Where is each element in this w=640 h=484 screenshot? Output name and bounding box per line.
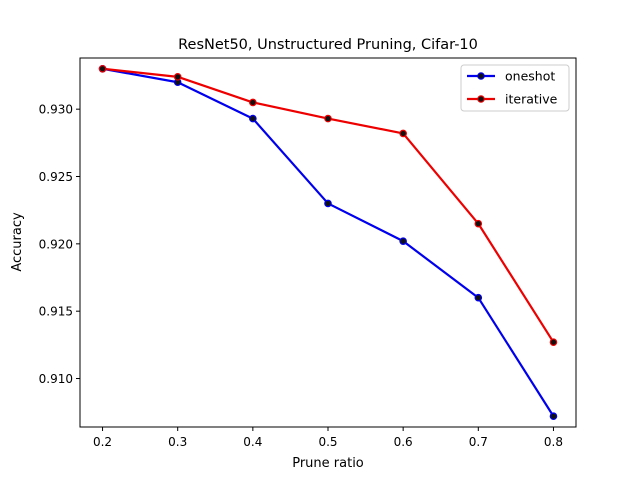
y-tick-label: 0.930 xyxy=(39,103,73,117)
legend: oneshot iterative xyxy=(460,64,570,112)
series-layer xyxy=(98,64,558,421)
data-point-iterative xyxy=(324,114,332,123)
data-point-oneshot xyxy=(549,412,558,421)
x-tick-label: 0.7 xyxy=(469,435,488,449)
legend-label: oneshot xyxy=(505,69,555,84)
y-axis-label: Accuracy xyxy=(10,212,25,272)
x-tick-label: 0.4 xyxy=(243,435,262,449)
data-point-iterative xyxy=(98,64,107,73)
chart-title: ResNet50, Unstructured Pruning, Cifar-10 xyxy=(178,37,478,53)
x-tick-label: 0.3 xyxy=(168,435,187,449)
y-tick-label: 0.925 xyxy=(39,170,73,184)
legend-label: iterative xyxy=(505,92,558,107)
data-point-iterative xyxy=(249,98,257,107)
data-point-iterative xyxy=(173,73,182,81)
data-point-oneshot xyxy=(249,114,257,123)
x-tick-label: 0.8 xyxy=(544,435,563,449)
x-tick-label: 0.5 xyxy=(318,435,337,449)
x-axis: 0.2 0.3 0.4 0.5 0.6 0.7 0.8 xyxy=(93,427,563,449)
data-point-oneshot xyxy=(399,237,407,245)
x-axis-label: Prune ratio xyxy=(292,456,364,471)
y-tick-label: 0.910 xyxy=(39,372,73,386)
x-tick-label: 0.6 xyxy=(394,435,413,449)
legend-swatch-marker xyxy=(477,72,485,80)
y-tick-label: 0.915 xyxy=(39,305,73,319)
y-tick-label: 0.920 xyxy=(39,237,73,251)
y-axis: 0.910 0.915 0.920 0.925 0.930 xyxy=(39,103,80,386)
data-point-oneshot xyxy=(474,293,483,302)
x-tick-label: 0.2 xyxy=(93,435,112,449)
data-point-iterative xyxy=(549,338,558,346)
data-point-iterative xyxy=(399,129,407,138)
data-point-oneshot xyxy=(324,199,332,208)
data-point-iterative xyxy=(474,219,483,228)
plot-frame xyxy=(79,57,577,428)
legend-swatch-marker xyxy=(477,95,485,103)
